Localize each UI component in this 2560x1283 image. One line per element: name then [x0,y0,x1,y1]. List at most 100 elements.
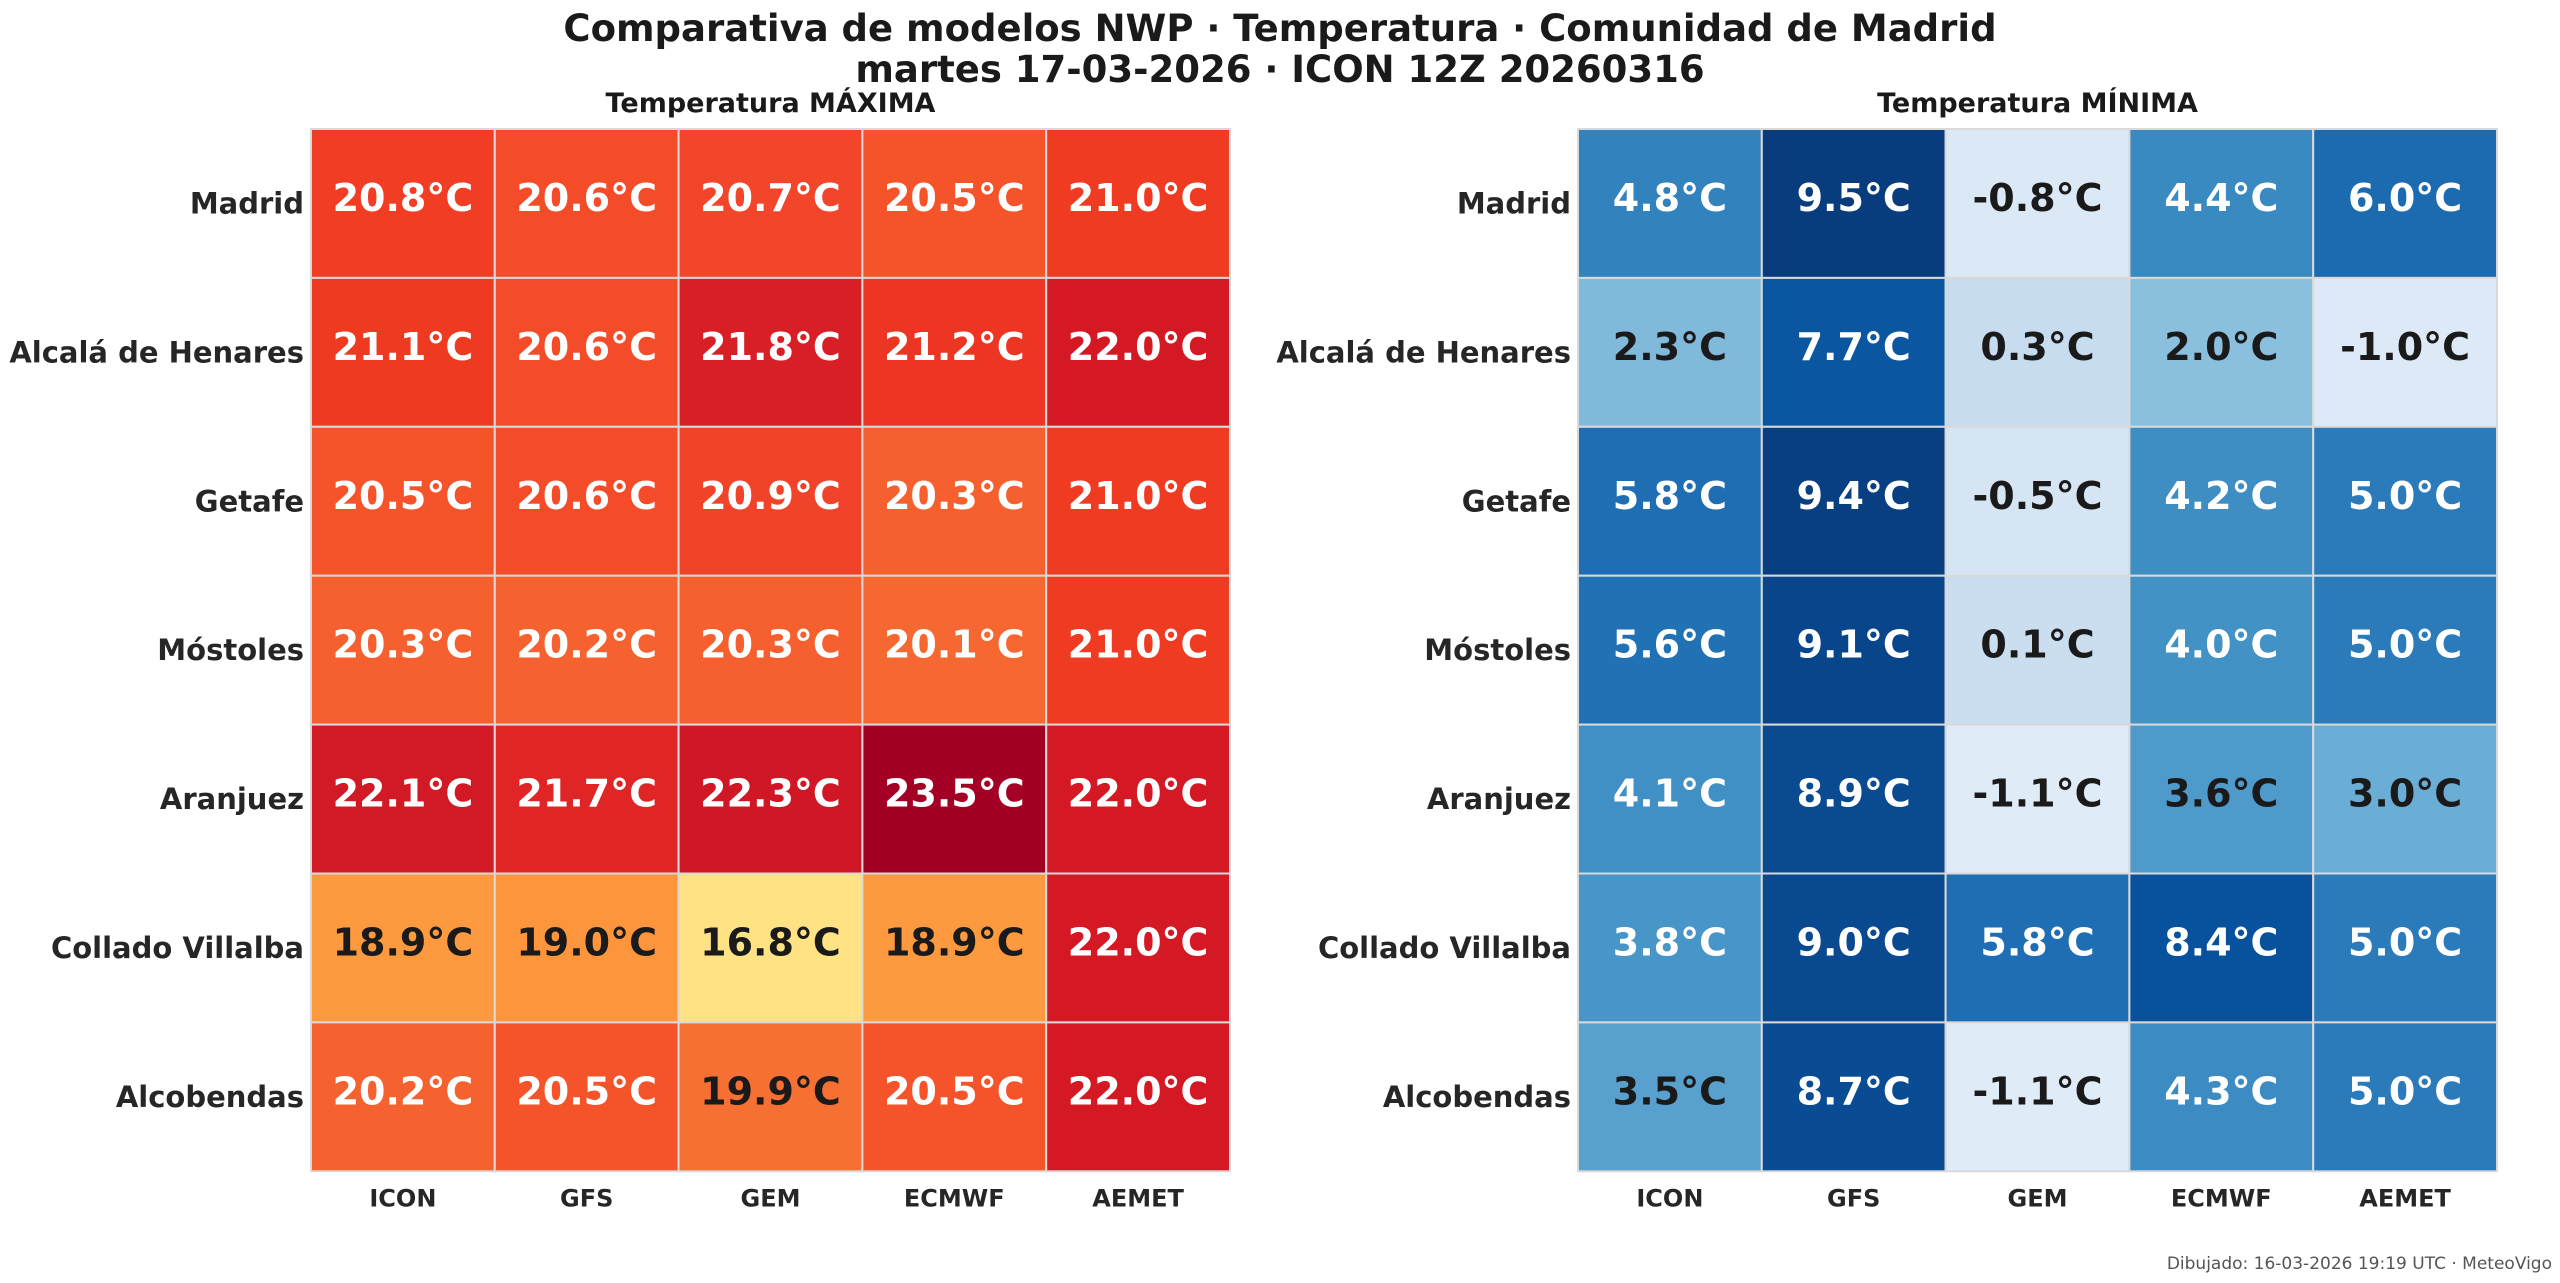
x-tick-label: GFS [560,1184,613,1212]
x-tick-label: AEMET [2359,1184,2451,1212]
heatmap-cell [1760,128,1947,279]
heatmap-cell [2312,128,2498,279]
cell-value-label: 4.8°C [1613,176,1727,220]
cell-value-label: 22.0°C [1068,1069,1209,1113]
cell-value-label: 20.5°C [333,474,474,518]
x-tick-label: ECMWF [904,1184,1005,1212]
heatmap-cell [1045,1021,1231,1173]
cell-value-label: 20.3°C [700,623,841,667]
cell-value-label: 22.1°C [333,772,474,816]
heatmap-cell [1577,276,1763,428]
x-tick-label: AEMET [1092,1184,1184,1212]
heatmap-cell [310,276,496,428]
cell-value-label: 5.0°C [2348,920,2462,964]
x-tick-label: GEM [741,1184,801,1212]
cell-value-label: 4.4°C [2164,176,2278,220]
cell-value-label: 21.0°C [1068,623,1209,667]
heatmap-cell [1760,574,1947,726]
y-tick-label: Alcobendas [1383,1080,1571,1114]
heatmap-cell [1045,128,1231,279]
y-tick-label: Collado Villalba [1318,931,1571,965]
cell-value-label: 4.3°C [2164,1069,2278,1113]
cell-value-label: 22.0°C [1068,325,1209,369]
cell-value-label: -0.8°C [1973,176,2103,220]
heatmap-cell [2128,872,2315,1024]
cell-value-label: 4.2°C [2164,474,2278,518]
x-tick-label: GFS [1827,1184,1880,1212]
cell-value-label: 3.8°C [1613,920,1727,964]
y-tick-label: Aranjuez [160,782,304,816]
x-tick-label: ICON [1636,1184,1703,1212]
cell-value-label: 21.8°C [700,325,841,369]
y-tick-label: Aranjuez [1427,782,1571,816]
y-tick-label: Madrid [1457,186,1571,220]
y-tick-label: Getafe [1462,484,1571,518]
heatmap-cell [310,425,496,577]
heatmap-cell [310,872,496,1024]
cell-value-label: 20.7°C [700,176,841,220]
cell-value-label: 5.0°C [2348,474,2462,518]
x-tick-label: ICON [369,1184,436,1212]
y-tick-label: Alcalá de Henares [1276,335,1571,369]
y-tick-label: Getafe [195,484,304,518]
cell-value-label: 9.1°C [1797,623,1911,667]
cell-value-label: 5.8°C [1980,920,2094,964]
heatmap-cell [493,276,680,428]
heatmap-cell [1577,574,1763,726]
cell-value-label: 20.2°C [333,1069,474,1113]
cell-value-label: -0.5°C [1973,474,2103,518]
heatmap-cell [1944,872,2131,1024]
heatmap-minima: Temperatura MÍNIMA 4.8°C 9.5°C -0.8°C 4.4°C 6… [1276,87,2498,1212]
cell-value-label: 8.7°C [1797,1069,1911,1113]
cell-value-label: 23.5°C [884,772,1025,816]
y-tick-label: Móstoles [1424,633,1571,667]
heatmap-cell [2128,425,2315,577]
heatmap-cell [2128,1021,2315,1173]
heatmap-cell [1045,723,1231,875]
heatmap-cell [1760,425,1947,577]
cell-value-label: -1.1°C [1973,1069,2103,1113]
cell-value-label: 0.3°C [1980,325,2094,369]
cell-value-label: 20.1°C [884,623,1025,667]
cell-value-label: 4.0°C [2164,623,2278,667]
cell-value-label: 16.8°C [700,920,841,964]
heatmap-cell [677,276,864,428]
cell-value-label: 4.1°C [1613,772,1727,816]
heatmap-cell [2312,574,2498,726]
heatmap-cell [1944,574,2131,726]
cell-value-label: 20.6°C [516,325,657,369]
y-tick-label: Collado Villalba [51,931,304,965]
heatmap-cell [1760,872,1947,1024]
heatmap-cell [861,128,1048,279]
cell-value-label: 9.0°C [1797,920,1911,964]
heatmap-cell [1944,1021,2131,1173]
cell-value-label: 21.0°C [1068,474,1209,518]
cell-value-label: 20.8°C [333,176,474,220]
heatmap-cell [493,1021,680,1173]
cell-value-label: 21.1°C [333,325,474,369]
cell-value-label: -1.1°C [1973,772,2103,816]
x-tick-label: ECMWF [2171,1184,2272,1212]
heatmap-cell [677,723,864,875]
cell-value-label: 22.3°C [700,772,841,816]
figure-subtitle: martes 17-03-2026 · ICON 12Z 20260316 [855,48,1705,91]
cell-value-label: 20.3°C [333,623,474,667]
heatmap-cell [677,872,864,1024]
heatmap-cell [861,723,1048,875]
footer-credit: Dibujado: 16-03-2026 19:19 UTC · MeteoVi… [2166,1254,2552,1274]
heatmap-cell [2312,276,2498,428]
cell-value-label: 6.0°C [2348,176,2462,220]
cell-value-label: 18.9°C [333,920,474,964]
cell-value-label: 21.7°C [516,772,657,816]
cell-value-label: 7.7°C [1797,325,1911,369]
cell-value-label: 8.9°C [1797,772,1911,816]
cell-value-label: 20.6°C [516,176,657,220]
heatmap-cell [677,574,864,726]
heatmap-cell [493,574,680,726]
heatmap-cell [1760,276,1947,428]
heatmap-cell [1944,276,2131,428]
cell-value-label: 20.3°C [884,474,1025,518]
heatmap-cell [1760,1021,1947,1173]
cell-value-label: 20.6°C [516,474,657,518]
